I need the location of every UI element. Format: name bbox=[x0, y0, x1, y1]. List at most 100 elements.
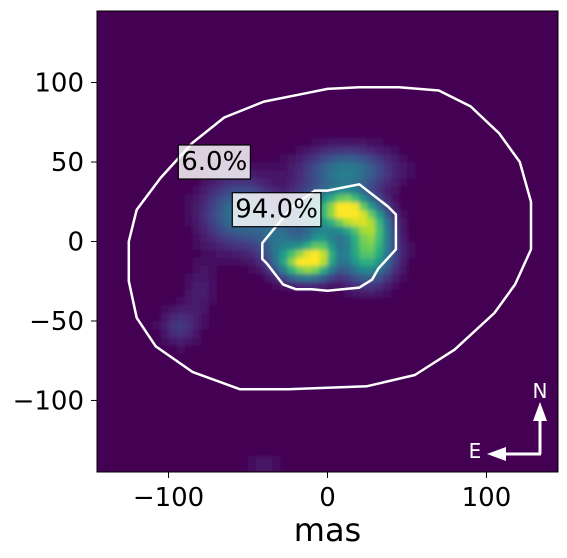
heatmap-cell bbox=[383, 217, 392, 227]
heatmap-cell bbox=[192, 193, 201, 203]
heatmap-cell bbox=[319, 233, 329, 243]
heatmap-cell bbox=[279, 265, 289, 274]
heatmap-cell bbox=[367, 193, 376, 203]
heatmap-cell bbox=[232, 177, 241, 187]
heatmap-cell bbox=[303, 233, 313, 243]
heatmap-cell bbox=[327, 233, 337, 243]
heatmap-cell bbox=[311, 177, 321, 187]
heatmap-cell bbox=[311, 233, 321, 243]
heatmap-cell bbox=[351, 241, 360, 251]
heatmap-cell bbox=[271, 185, 281, 195]
heatmap-cell bbox=[279, 162, 289, 171]
heatmap-cell bbox=[375, 233, 384, 243]
heatmap-cell bbox=[232, 257, 241, 266]
heatmap-cell bbox=[343, 241, 352, 251]
heatmap-cell bbox=[359, 162, 368, 171]
contour-layer bbox=[127, 86, 533, 391]
y-tick-label: −100 bbox=[13, 386, 84, 416]
heatmap-cell bbox=[359, 193, 368, 203]
heatmap-cell bbox=[335, 249, 344, 258]
heatmap-cell bbox=[192, 336, 201, 346]
heatmap-cell bbox=[168, 320, 178, 330]
heatmap-cell bbox=[224, 209, 233, 219]
heatmap-cell bbox=[367, 154, 376, 163]
heatmap-cell bbox=[224, 249, 233, 258]
contour-60-line bbox=[127, 86, 533, 391]
heatmap-cell bbox=[208, 289, 217, 298]
heatmap-cell bbox=[351, 281, 360, 290]
heatmap-cell bbox=[200, 233, 209, 243]
heatmap-cell bbox=[192, 201, 201, 211]
heatmap-cell bbox=[343, 185, 352, 195]
heatmap-cell bbox=[391, 169, 400, 179]
heatmap-cell bbox=[383, 162, 392, 171]
heatmap-cell bbox=[295, 249, 305, 258]
heatmap-cell bbox=[319, 162, 329, 171]
heatmap-cell bbox=[319, 146, 329, 155]
heatmap-cell bbox=[375, 257, 384, 266]
annotation-60: 6.0% bbox=[177, 144, 252, 180]
heatmap-cell bbox=[327, 177, 337, 187]
heatmap-cell bbox=[271, 249, 281, 258]
heatmap-cell bbox=[200, 201, 209, 211]
heatmap-cell bbox=[287, 273, 297, 282]
heatmap-cell bbox=[208, 257, 217, 266]
heatmap-cell bbox=[319, 209, 329, 219]
heatmap-cell bbox=[359, 169, 368, 179]
heatmap-cell bbox=[295, 169, 305, 179]
heatmap-cell bbox=[359, 138, 368, 147]
annotation-940: 94.0% bbox=[231, 192, 322, 228]
heatmap-cell bbox=[359, 249, 368, 258]
heatmap-cell bbox=[192, 289, 201, 298]
heatmap-cell bbox=[271, 169, 281, 179]
heatmap-cell bbox=[375, 146, 384, 155]
heatmap-cell bbox=[216, 257, 225, 266]
heatmap-cell bbox=[303, 185, 313, 195]
heatmap-cell bbox=[343, 169, 352, 179]
heatmap-cell bbox=[375, 185, 384, 195]
heatmap-cell bbox=[367, 281, 376, 290]
percentage-annotations: 6.0% 94.0% bbox=[177, 144, 322, 228]
heatmap-cell bbox=[367, 225, 376, 235]
heatmap-cell bbox=[208, 265, 217, 274]
heatmap-cell bbox=[287, 225, 297, 235]
heatmap-cell bbox=[271, 225, 281, 235]
heatmap-cell bbox=[335, 217, 344, 227]
heatmap-cell bbox=[406, 249, 416, 258]
heatmap-cell bbox=[375, 249, 384, 258]
heatmap-cell bbox=[343, 209, 352, 219]
heatmap-cell bbox=[399, 154, 408, 163]
heatmap-cell bbox=[295, 185, 305, 195]
heatmap-cell bbox=[192, 297, 201, 306]
heatmap-cell bbox=[367, 289, 376, 298]
heatmap-cell bbox=[184, 273, 193, 282]
heatmap-cell bbox=[295, 233, 305, 243]
heatmap-cell bbox=[192, 241, 201, 251]
heatmap-cell bbox=[232, 225, 241, 235]
heatmap-cell bbox=[327, 249, 337, 258]
heatmap-cell bbox=[319, 177, 329, 187]
heatmap-cell bbox=[367, 265, 376, 274]
heatmap-cell bbox=[176, 297, 186, 306]
heatmap-cell bbox=[351, 201, 360, 211]
heatmap-cell bbox=[248, 257, 257, 266]
heatmap-cell bbox=[391, 281, 400, 290]
x-axis-label: mas bbox=[294, 511, 361, 549]
heatmap-cell bbox=[303, 177, 313, 187]
heatmap-cell bbox=[271, 241, 281, 251]
heatmap-cell bbox=[375, 201, 384, 211]
heatmap-cell bbox=[327, 273, 337, 282]
heatmap-cell bbox=[255, 257, 265, 266]
heatmap-cell bbox=[295, 241, 305, 251]
heatmap-cell bbox=[152, 320, 162, 330]
heatmap-cell bbox=[359, 146, 368, 155]
heatmap-cell bbox=[192, 257, 201, 266]
x-tick-label: 0 bbox=[319, 483, 336, 513]
heatmap-cell bbox=[319, 154, 329, 163]
heatmap-cell bbox=[399, 233, 408, 243]
heatmap-cell bbox=[200, 241, 209, 251]
heatmap-cell bbox=[295, 162, 305, 171]
heatmap-cell bbox=[295, 281, 305, 290]
heatmap-cell bbox=[295, 273, 305, 282]
heatmap-cell bbox=[184, 193, 193, 203]
